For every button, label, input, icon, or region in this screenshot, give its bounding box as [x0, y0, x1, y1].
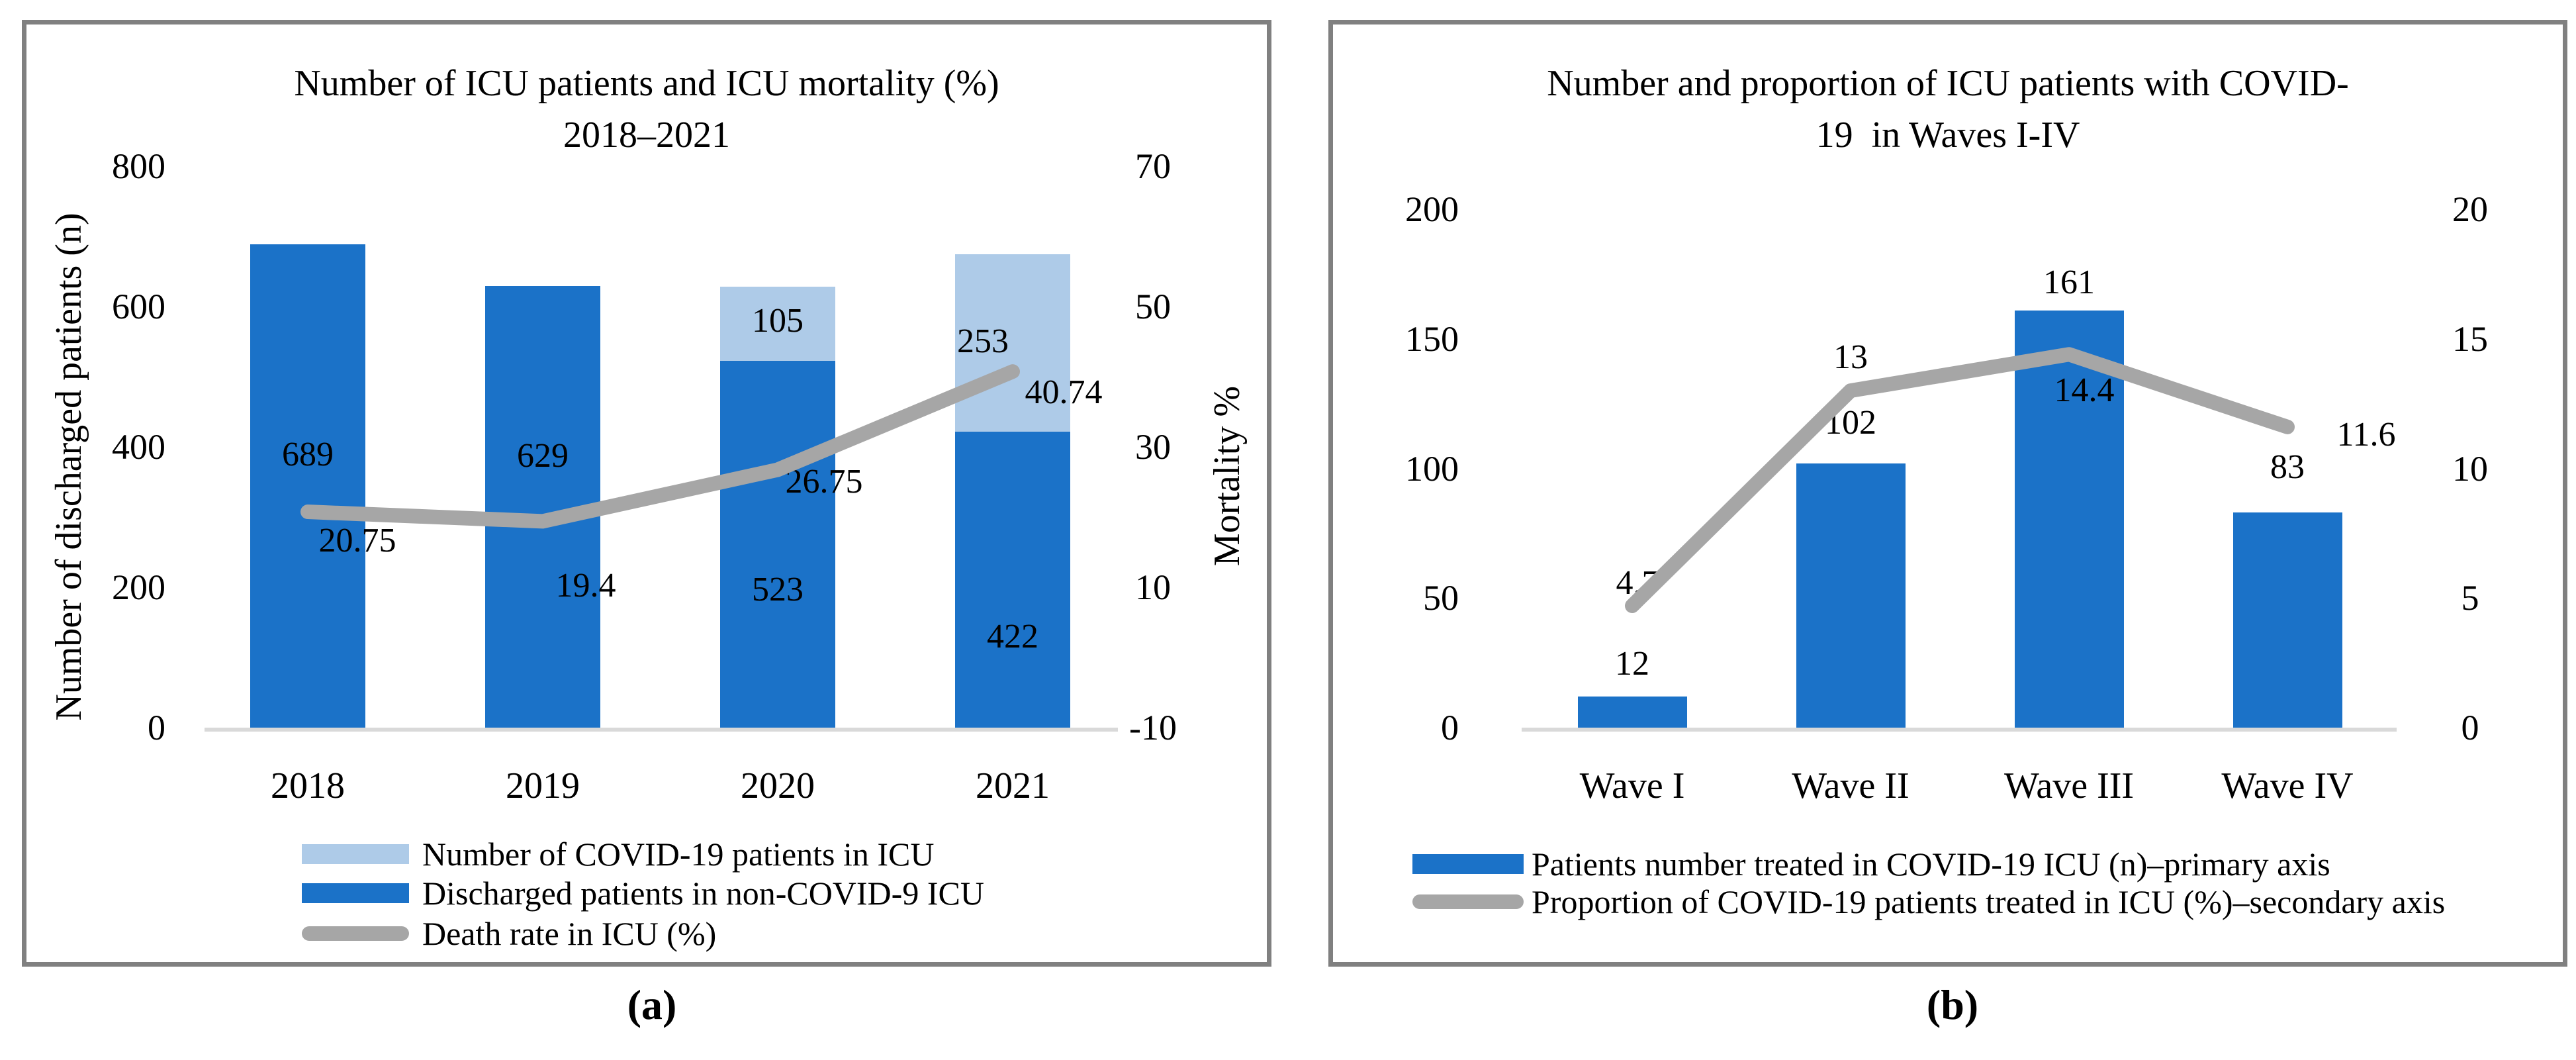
legend-line-swatch: [302, 926, 409, 941]
bar-value-label: 83: [2270, 448, 2305, 486]
legend-bar-swatch: [302, 883, 409, 903]
chart-a-title-line1: Number of ICU patients and ICU mortality…: [294, 63, 999, 104]
x-axis-category-label: Wave IV: [2221, 765, 2354, 806]
death-rate-line: [300, 364, 1020, 529]
chart-b-title-line2: 19 in Waves I-IV: [1816, 115, 2080, 156]
line-value-label: 14.4: [2054, 371, 2115, 409]
y2-axis-tick-label: 10: [2452, 448, 2488, 489]
bar-segment-base: [1796, 463, 1906, 728]
y-axis-tick-label: 150: [1405, 318, 1459, 359]
bar-segment-base: [1577, 697, 1687, 728]
legend-label: Discharged patients in non-COVID-9 ICU: [422, 875, 984, 912]
legend-bar-swatch: [302, 844, 409, 864]
y2-axis-tick-label: 30: [1135, 427, 1171, 467]
proportion-line: [1625, 347, 2295, 613]
bar-segment-base: [955, 431, 1070, 728]
x-axis-category-label: 2019: [506, 765, 580, 806]
y2-axis-tick-label: 10: [1135, 567, 1171, 607]
bar-segment-base: [2232, 512, 2342, 728]
legend-label: Death rate in ICU (%): [422, 915, 717, 952]
bar-value-label: 12: [1615, 645, 1649, 683]
bar-segment-base: [2014, 310, 2124, 728]
chart-b-title-line1: Number and proportion of ICU patients wi…: [1547, 63, 2349, 104]
y2-axis-tick-label: 20: [2452, 189, 2488, 229]
panel-a: Number of ICU patients and ICU mortality…: [22, 20, 1271, 967]
legend-bar-swatch: [1412, 854, 1524, 874]
x-axis-category-label: 2020: [741, 765, 815, 806]
chart-b-title: Number and proportion of ICU patients wi…: [1333, 58, 2563, 161]
legend-label: Patients number treated in COVID-19 ICU …: [1532, 845, 2330, 883]
x-axis-line: [1522, 728, 2397, 732]
line-value-label: 19.4: [555, 567, 616, 604]
line-value-label: 20.75: [318, 522, 396, 559]
y-axis-tick-label: 200: [1405, 189, 1459, 229]
caption-a: (a): [627, 981, 677, 1028]
bar-segment-top: [720, 287, 835, 361]
y2-axis-tick-label: -10: [1129, 708, 1177, 747]
y2-axis-tick-label: 50: [1135, 287, 1171, 326]
line-value-label: 13: [1833, 338, 1868, 376]
y-axis-tick-label: 600: [112, 287, 165, 326]
bar-value-label: 523: [752, 571, 804, 608]
line-value-label: 11.6: [2336, 416, 2396, 454]
bar-value-label: 689: [282, 436, 334, 473]
x-axis-category-label: Wave II: [1792, 765, 1909, 806]
x-axis-line: [205, 728, 1118, 732]
x-axis-category-label: 2021: [976, 765, 1050, 806]
panel-b: Number and proportion of ICU patients wi…: [1328, 20, 2567, 967]
line-value-label: 26.75: [785, 463, 863, 501]
bar-value-label: 161: [2043, 264, 2095, 301]
legend-label: Number of COVID-19 patients in ICU: [422, 836, 935, 873]
y-axis-tick-label: 50: [1423, 578, 1459, 618]
bar-value-label: 253: [957, 322, 1009, 360]
y2-axis-tick-label: 15: [2452, 318, 2488, 359]
bar-value-label: 422: [987, 618, 1038, 655]
bar-segment-base: [250, 244, 365, 728]
y2-axis-tick-label: 70: [1135, 146, 1171, 186]
y-axis-tick-label: 800: [112, 146, 165, 186]
y-axis-tick-label: 0: [148, 708, 165, 747]
x-axis-category-label: Wave I: [1579, 765, 1685, 806]
x-axis-category-label: 2018: [271, 765, 345, 806]
bar-value-label: 105: [752, 302, 804, 340]
bar-segment-top: [955, 254, 1070, 432]
line-value-label: 40.74: [1025, 373, 1103, 411]
y2-axis-tick-label: 5: [2461, 578, 2479, 618]
x-axis-category-label: Wave III: [2003, 765, 2135, 806]
legend-line-swatch: [1412, 894, 1524, 909]
legend-label: Proportion of COVID-19 patients treated …: [1532, 883, 2446, 920]
y-axis-tick-label: 100: [1405, 448, 1459, 489]
y-axis-tick-label: 200: [112, 567, 165, 607]
chart-b: Number and proportion of ICU patients wi…: [1333, 24, 2563, 962]
caption-b: (b): [1926, 981, 1979, 1028]
y2-axis-tick-label: 0: [2461, 708, 2479, 747]
bar-value-label: 629: [517, 437, 569, 475]
y-axis-tick-label: 400: [112, 427, 165, 467]
chart-a-title: Number of ICU patients and ICU mortality…: [26, 58, 1267, 161]
chart-a: Number of ICU patients and ICU mortality…: [26, 24, 1267, 962]
chart-a-title-line2: 2018–2021: [563, 115, 730, 156]
bar-segment-base: [720, 360, 835, 728]
y-axis-tick-label: 0: [1441, 708, 1459, 747]
